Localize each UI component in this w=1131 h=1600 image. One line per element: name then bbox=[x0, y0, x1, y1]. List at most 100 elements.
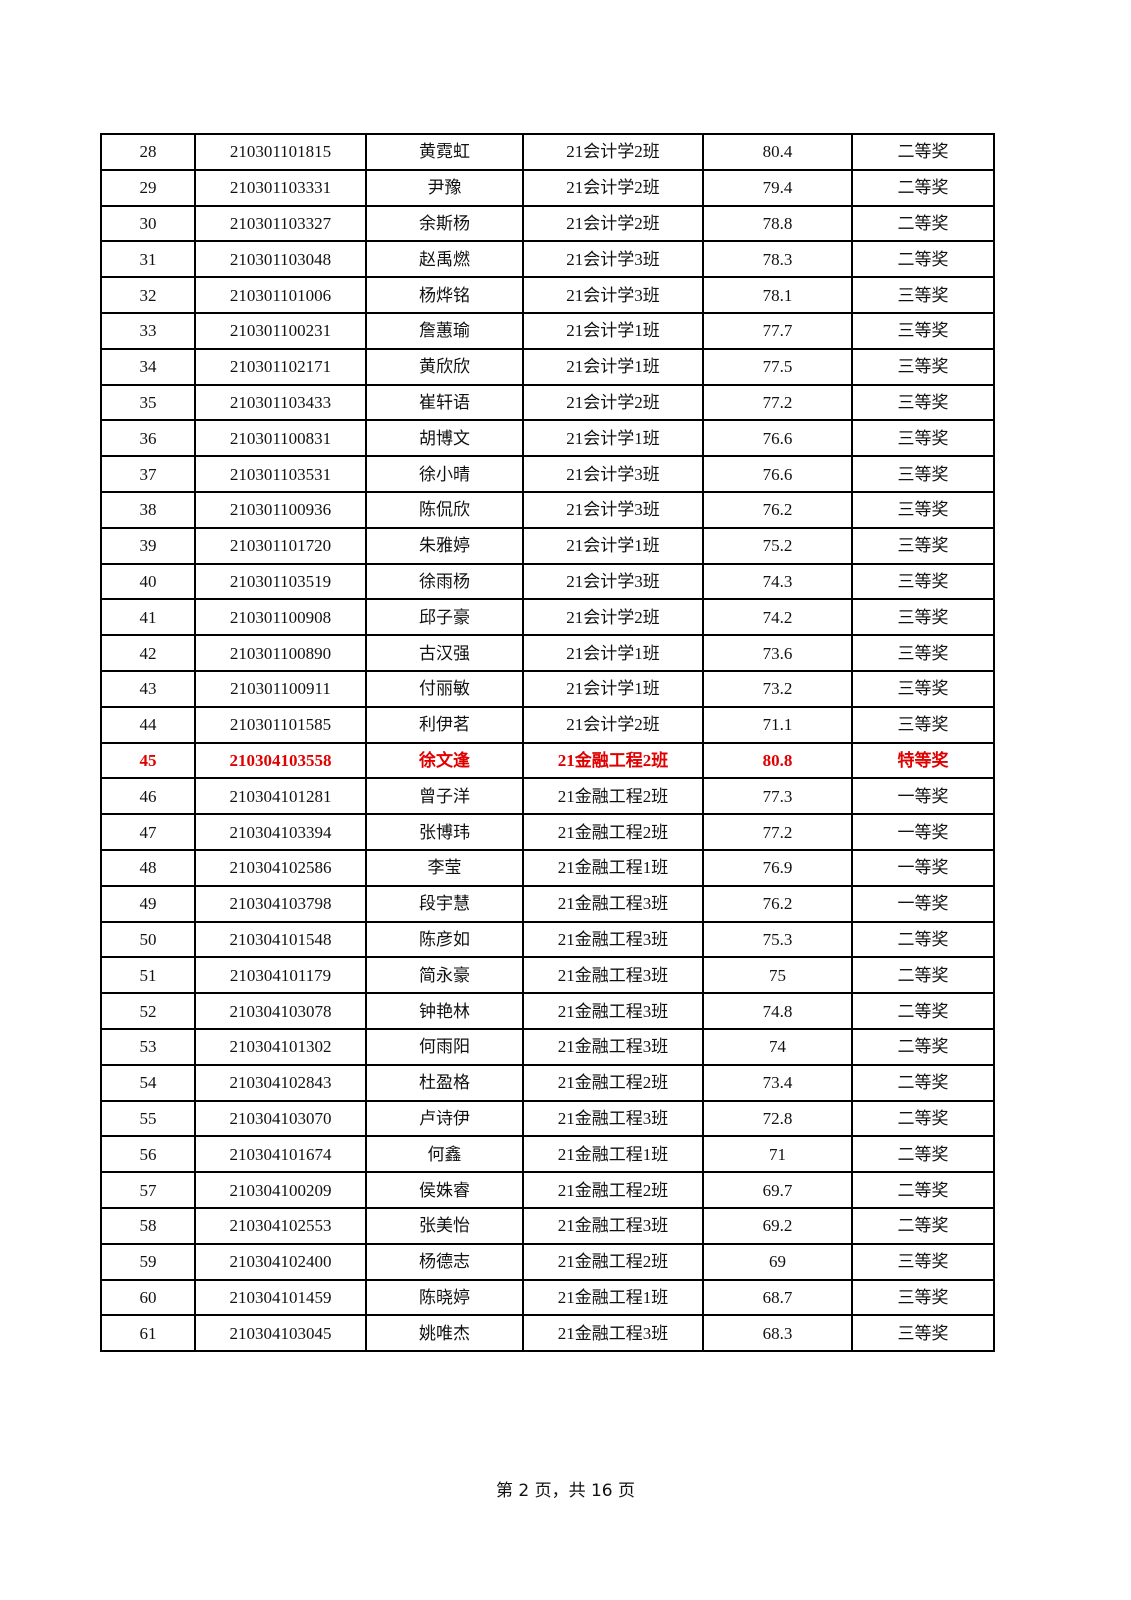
name-cell: 段宇慧 bbox=[365, 884, 524, 923]
table-row: 46 210304101281 曾子洋 21金融工程2班 77.3 一等奖 bbox=[100, 777, 995, 816]
name-cell: 黄欣欣 bbox=[365, 347, 524, 386]
award-cell: 三等奖 bbox=[851, 490, 995, 529]
award-cell: 一等奖 bbox=[851, 884, 995, 923]
class-cell: 21金融工程3班 bbox=[522, 920, 704, 959]
award-cell: 特等奖 bbox=[851, 741, 995, 780]
class-cell: 21金融工程3班 bbox=[522, 1099, 704, 1138]
award-cell: 二等奖 bbox=[851, 133, 995, 171]
award-cell: 二等奖 bbox=[851, 1135, 995, 1174]
student-id-cell: 210301101585 bbox=[194, 705, 367, 744]
table-row: 56 210304101674 何鑫 21金融工程1班 71 二等奖 bbox=[100, 1135, 995, 1174]
name-cell: 詹蕙瑜 bbox=[365, 311, 524, 350]
class-cell: 21会计学3班 bbox=[522, 490, 704, 529]
rank-cell: 38 bbox=[100, 490, 196, 529]
table-row: 37 210301103531 徐小晴 21会计学3班 76.6 三等奖 bbox=[100, 455, 995, 493]
table-row: 31 210301103048 赵禹燃 21会计学3班 78.3 二等奖 bbox=[100, 240, 995, 279]
award-cell: 二等奖 bbox=[851, 1027, 995, 1066]
table-row: 59 210304102400 杨德志 21金融工程2班 69 三等奖 bbox=[100, 1242, 995, 1281]
table-row: 38 210301100936 陈侃欣 21会计学3班 76.2 三等奖 bbox=[100, 490, 995, 529]
award-cell: 二等奖 bbox=[851, 1206, 995, 1245]
award-cell: 三等奖 bbox=[851, 276, 995, 314]
name-cell: 曾子洋 bbox=[365, 777, 524, 816]
rank-cell: 43 bbox=[100, 669, 196, 708]
name-cell: 杨德志 bbox=[365, 1242, 524, 1281]
student-id-cell: 210301103531 bbox=[194, 455, 367, 493]
award-cell: 二等奖 bbox=[851, 204, 995, 243]
table-row: 44 210301101585 利伊茗 21会计学2班 71.1 三等奖 bbox=[100, 705, 995, 744]
student-id-cell: 210301103331 bbox=[194, 168, 367, 207]
table-row: 57 210304100209 侯姝睿 21金融工程2班 69.7 二等奖 bbox=[100, 1171, 995, 1209]
student-id-cell: 210301103433 bbox=[194, 383, 367, 422]
score-cell: 75 bbox=[702, 956, 853, 995]
name-cell: 侯姝睿 bbox=[365, 1171, 524, 1209]
score-cell: 69 bbox=[702, 1242, 853, 1281]
class-cell: 21金融工程2班 bbox=[522, 1063, 704, 1102]
class-cell: 21金融工程3班 bbox=[522, 1206, 704, 1245]
name-cell: 胡博文 bbox=[365, 419, 524, 458]
name-cell: 何雨阳 bbox=[365, 1027, 524, 1066]
rank-cell: 52 bbox=[100, 992, 196, 1030]
student-id-cell: 210301100831 bbox=[194, 419, 367, 458]
score-cell: 72.8 bbox=[702, 1099, 853, 1138]
name-cell: 崔轩语 bbox=[365, 383, 524, 422]
student-id-cell: 210304102843 bbox=[194, 1063, 367, 1102]
rank-cell: 47 bbox=[100, 813, 196, 851]
student-id-cell: 210304101281 bbox=[194, 777, 367, 816]
table-row: 47 210304103394 张博玮 21金融工程2班 77.2 一等奖 bbox=[100, 813, 995, 851]
rank-cell: 45 bbox=[100, 741, 196, 780]
award-cell: 三等奖 bbox=[851, 1314, 995, 1353]
student-id-cell: 210301103519 bbox=[194, 562, 367, 601]
table-row: 48 210304102586 李莹 21金融工程1班 76.9 一等奖 bbox=[100, 848, 995, 887]
table-row: 40 210301103519 徐雨杨 21会计学3班 74.3 三等奖 bbox=[100, 562, 995, 601]
student-id-cell: 210304103558 bbox=[194, 741, 367, 780]
score-cell: 77.2 bbox=[702, 383, 853, 422]
rank-cell: 60 bbox=[100, 1278, 196, 1317]
name-cell: 何鑫 bbox=[365, 1135, 524, 1174]
class-cell: 21金融工程2班 bbox=[522, 777, 704, 816]
score-cell: 79.4 bbox=[702, 168, 853, 207]
class-cell: 21金融工程2班 bbox=[522, 741, 704, 780]
score-cell: 80.8 bbox=[702, 741, 853, 780]
score-cell: 78.1 bbox=[702, 276, 853, 314]
score-cell: 73.6 bbox=[702, 634, 853, 672]
table-row: 41 210301100908 邱子豪 21会计学2班 74.2 三等奖 bbox=[100, 598, 995, 637]
award-cell: 三等奖 bbox=[851, 1242, 995, 1281]
score-cell: 76.2 bbox=[702, 884, 853, 923]
rank-cell: 55 bbox=[100, 1099, 196, 1138]
award-cell: 一等奖 bbox=[851, 777, 995, 816]
rank-cell: 29 bbox=[100, 168, 196, 207]
student-id-cell: 210304102586 bbox=[194, 848, 367, 887]
table-row: 61 210304103045 姚唯杰 21金融工程3班 68.3 三等奖 bbox=[100, 1314, 995, 1353]
table-row: 34 210301102171 黄欣欣 21会计学1班 77.5 三等奖 bbox=[100, 347, 995, 386]
student-id-cell: 210301101006 bbox=[194, 276, 367, 314]
score-cell: 73.4 bbox=[702, 1063, 853, 1102]
name-cell: 杨烨铭 bbox=[365, 276, 524, 314]
rank-cell: 31 bbox=[100, 240, 196, 279]
rank-cell: 46 bbox=[100, 777, 196, 816]
award-cell: 三等奖 bbox=[851, 562, 995, 601]
rank-cell: 36 bbox=[100, 419, 196, 458]
name-cell: 尹豫 bbox=[365, 168, 524, 207]
score-cell: 78.3 bbox=[702, 240, 853, 279]
name-cell: 杜盈格 bbox=[365, 1063, 524, 1102]
rank-cell: 39 bbox=[100, 526, 196, 565]
rank-cell: 33 bbox=[100, 311, 196, 350]
table-row: 36 210301100831 胡博文 21会计学1班 76.6 三等奖 bbox=[100, 419, 995, 458]
table-row: 60 210304101459 陈晓婷 21金融工程1班 68.7 三等奖 bbox=[100, 1278, 995, 1317]
name-cell: 张美怡 bbox=[365, 1206, 524, 1245]
score-cell: 77.7 bbox=[702, 311, 853, 350]
class-cell: 21会计学1班 bbox=[522, 526, 704, 565]
table-row: 53 210304101302 何雨阳 21金融工程3班 74 二等奖 bbox=[100, 1027, 995, 1066]
student-id-cell: 210301100936 bbox=[194, 490, 367, 529]
class-cell: 21金融工程1班 bbox=[522, 848, 704, 887]
score-cell: 69.7 bbox=[702, 1171, 853, 1209]
class-cell: 21会计学2班 bbox=[522, 705, 704, 744]
class-cell: 21金融工程1班 bbox=[522, 1278, 704, 1317]
rank-cell: 51 bbox=[100, 956, 196, 995]
award-cell: 二等奖 bbox=[851, 992, 995, 1030]
rank-cell: 61 bbox=[100, 1314, 196, 1353]
award-cell: 二等奖 bbox=[851, 1099, 995, 1138]
name-cell: 付丽敏 bbox=[365, 669, 524, 708]
table-row: 42 210301100890 古汉强 21会计学1班 73.6 三等奖 bbox=[100, 634, 995, 672]
rank-cell: 30 bbox=[100, 204, 196, 243]
